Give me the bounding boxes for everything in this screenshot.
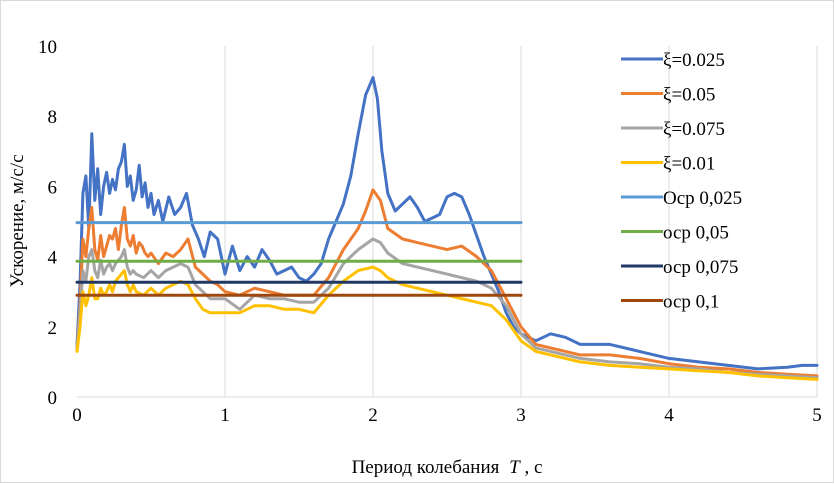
y-tick-label: 0 [48, 388, 58, 409]
x-tick-label: 2 [368, 405, 378, 426]
legend-label-6: оср 0,05 [663, 223, 729, 244]
legend-label-8: оср 0,1 [663, 292, 719, 313]
series-line-4 [75, 265, 819, 381]
series-line-2 [75, 188, 819, 378]
legend-label-4: ξ=0.01 [663, 154, 715, 175]
x-axis-label-text: Период колебания [352, 457, 500, 478]
series-line-3 [75, 237, 819, 380]
legend: ξ=0.025 ξ=0.05 ξ=0.075 ξ=0.01 Оср 0,025 оср 0… [621, 50, 742, 313]
legend-label-3: ξ=0.075 [663, 119, 725, 140]
tick-labels: 0 1 2 3 4 5 0 2 4 6 8 10 [38, 37, 822, 426]
x-tick-label: 3 [516, 405, 526, 426]
y-axis-label: Ускорение, м/с/с [7, 154, 28, 287]
series-group [75, 76, 819, 381]
series-line-1 [75, 76, 819, 371]
y-tick-label: 8 [48, 107, 58, 128]
x-axis-label-unit: , с [524, 457, 542, 478]
legend-label-5: Оср 0,025 [663, 188, 742, 209]
legend-label-2: ξ=0.05 [663, 85, 715, 106]
x-axis-label-var: T [509, 457, 521, 478]
x-tick-label: 5 [812, 405, 822, 426]
y-tick-label: 10 [38, 37, 57, 58]
y-tick-label: 4 [48, 248, 58, 269]
x-tick-label: 1 [220, 405, 230, 426]
y-tick-label: 6 [48, 177, 58, 198]
legend-label-7: оср 0,075 [663, 257, 738, 278]
legend-label-1: ξ=0.025 [663, 50, 725, 71]
x-axis-label: Период колебания T , с [352, 457, 543, 478]
x-tick-label: 0 [72, 405, 82, 426]
x-tick-label: 4 [664, 405, 674, 426]
y-tick-label: 2 [48, 318, 58, 339]
